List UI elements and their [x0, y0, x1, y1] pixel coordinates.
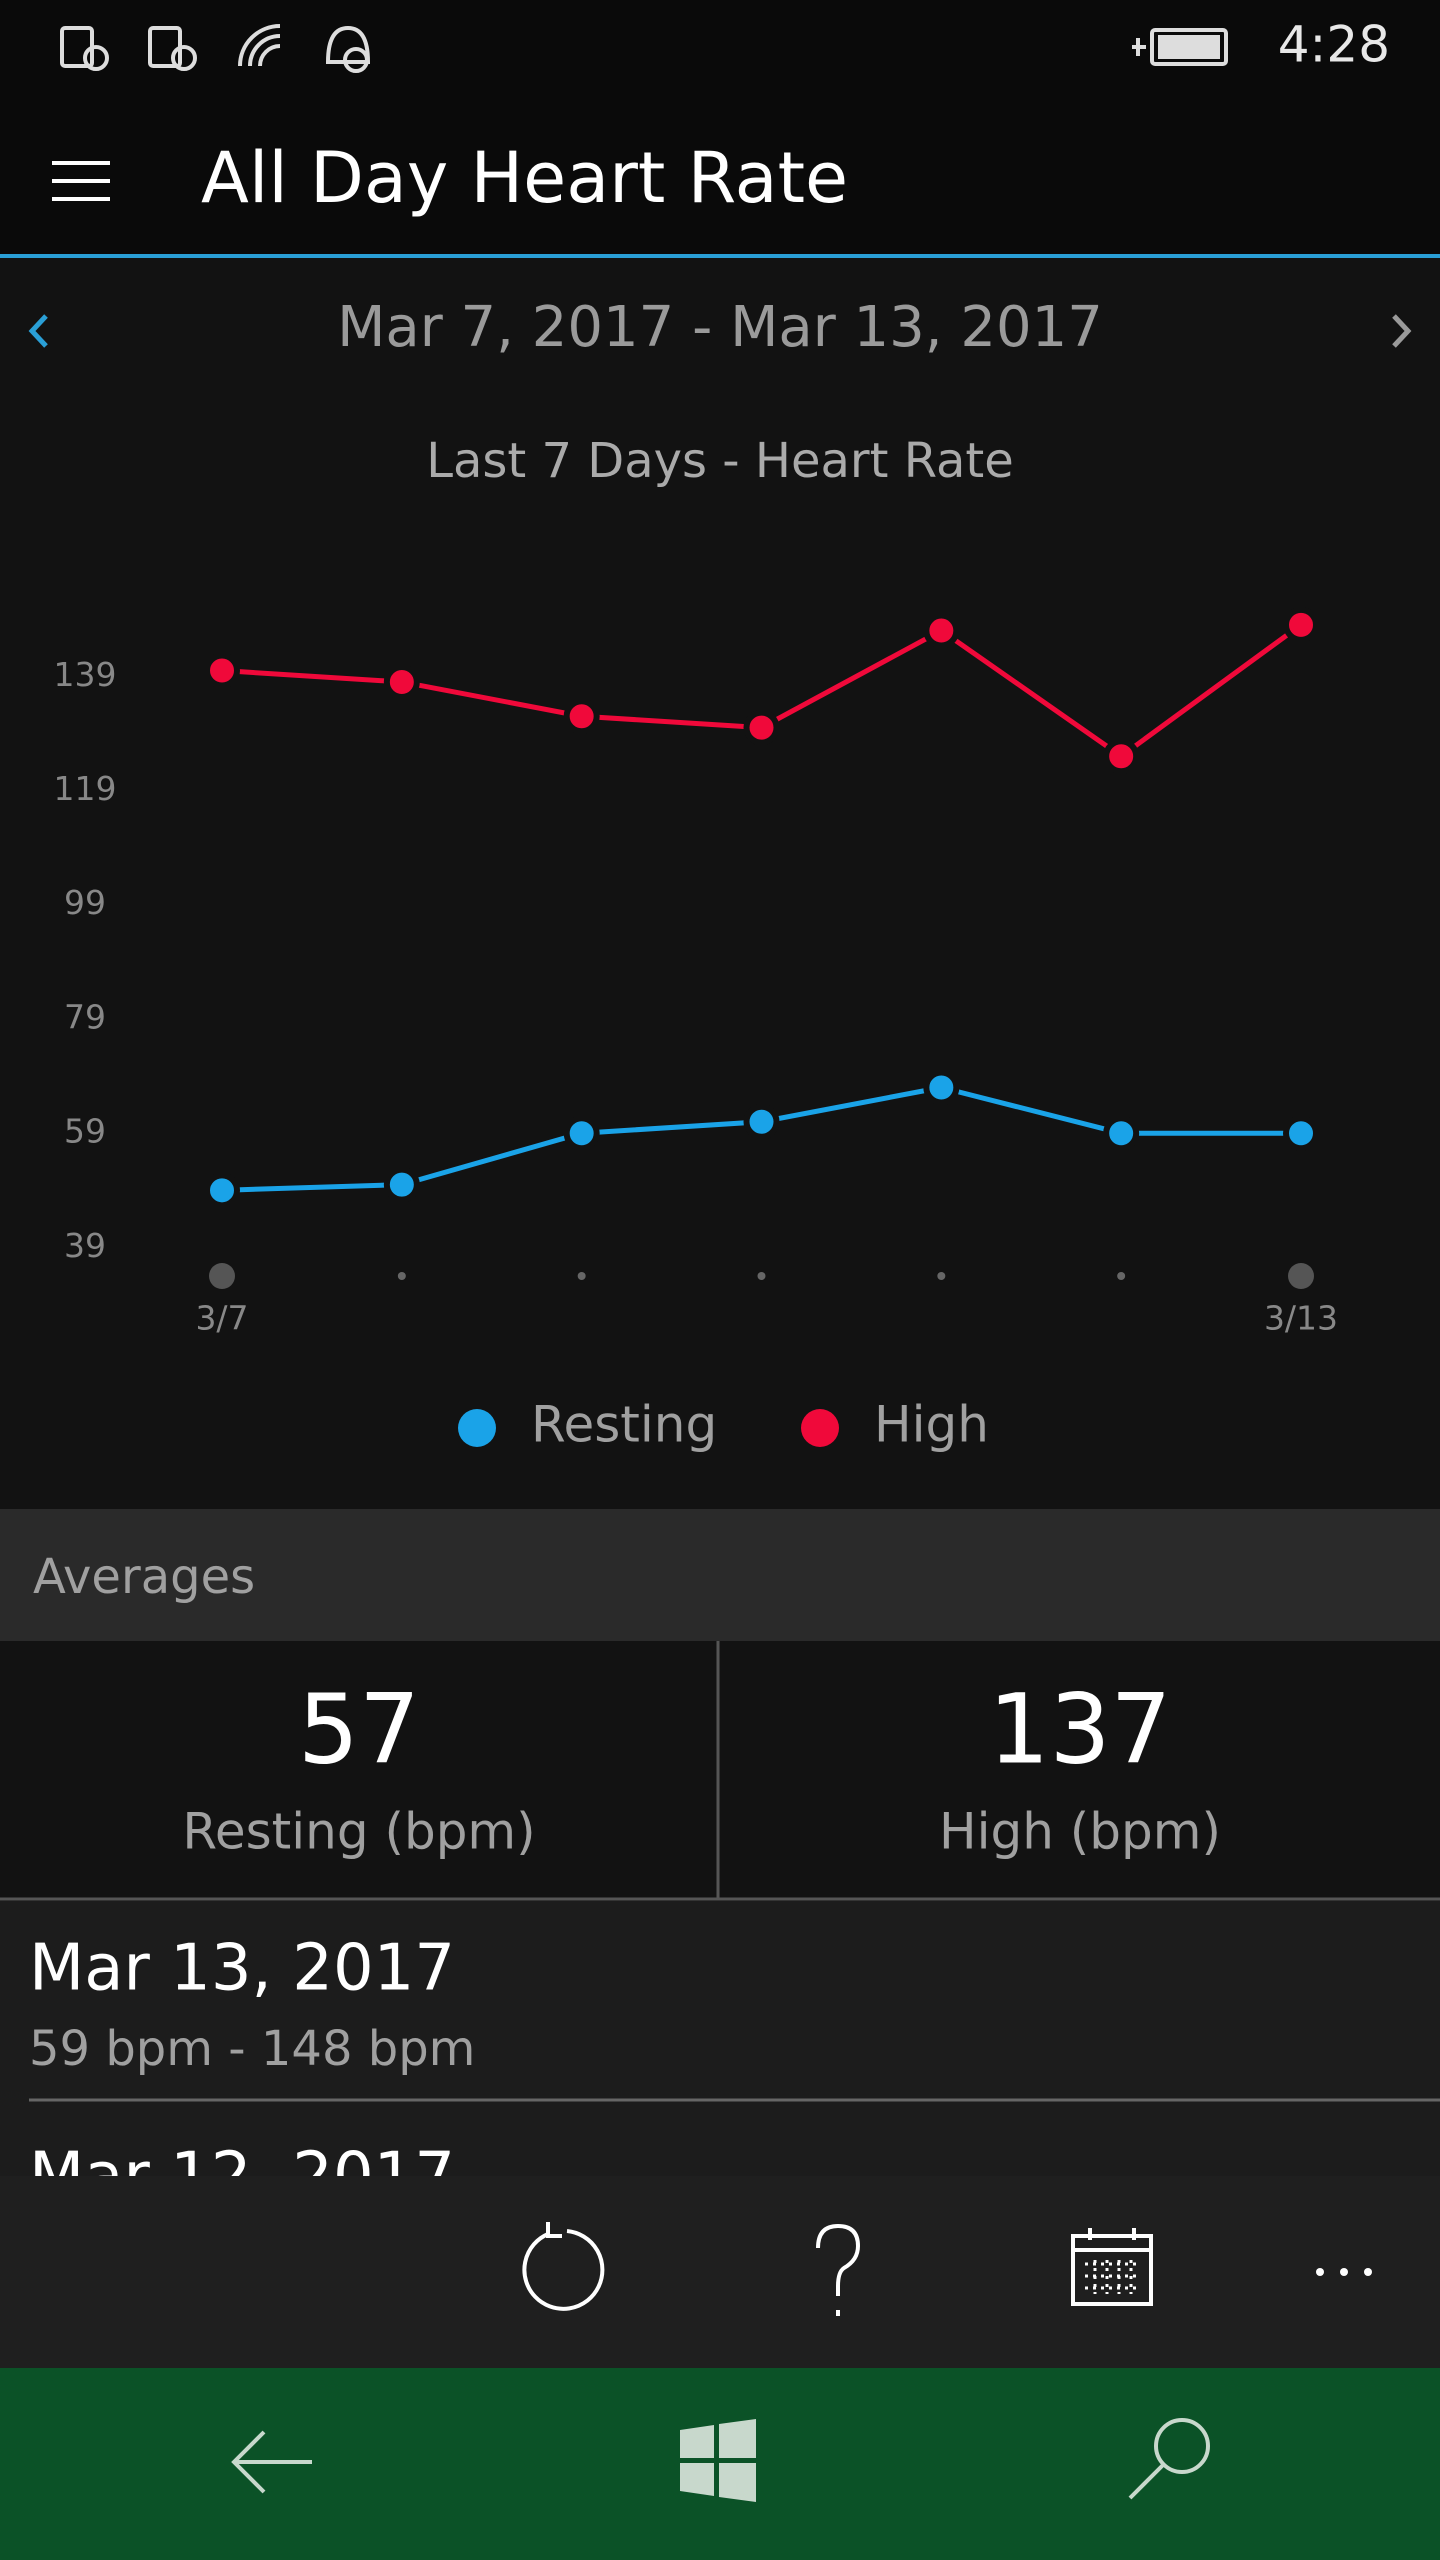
averages-title: Averages [33, 1549, 255, 1605]
chart: 39 59 79 99 119 139 3/7 3/13 Resting High [54, 606, 1338, 1454]
day-date[interactable]: Mar 13, 2017 [29, 1932, 455, 2006]
help-button[interactable] [816, 2223, 861, 2316]
x-tick-dot [1288, 1263, 1314, 1289]
data-point [204, 1172, 240, 1209]
calendar-button[interactable] [1071, 2228, 1153, 2306]
page-title: All Day Heart Rate [201, 137, 848, 219]
averages-panel [0, 1641, 1440, 1899]
y-tick-label: 79 [64, 997, 106, 1036]
data-point [1103, 738, 1140, 775]
y-tick-label: 139 [54, 655, 117, 694]
next-button[interactable] [1392, 314, 1412, 348]
prev-button[interactable] [28, 314, 48, 348]
status-time: 4:28 [1278, 16, 1390, 74]
average-label: Resting (bpm) [182, 1803, 535, 1861]
x-tick-dot [577, 1272, 586, 1280]
x-tick-label: 3/13 [1264, 1299, 1338, 1338]
x-tick-dot [757, 1272, 766, 1280]
more-button[interactable] [1316, 2268, 1372, 2276]
search-button[interactable] [1128, 2418, 1210, 2500]
header-divider [0, 254, 1440, 258]
x-tick-dot [937, 1272, 946, 1280]
data-point [563, 698, 600, 735]
legend-swatch [801, 1409, 839, 1447]
chart-title: Last 7 Days - Heart Rate [426, 433, 1014, 489]
average-value: 57 [298, 1673, 420, 1785]
refresh-button[interactable] [522, 2222, 605, 2311]
data-point [923, 1069, 960, 1106]
data-point [743, 1103, 780, 1140]
x-tick-label: 3/7 [195, 1299, 248, 1338]
x-tick-dot [209, 1263, 235, 1289]
data-point [1103, 1115, 1140, 1152]
x-tick-dot [1117, 1272, 1126, 1280]
average-value: 137 [988, 1673, 1171, 1785]
day-list [0, 1901, 1440, 2201]
app-bar [0, 2176, 1440, 2368]
data-point [1283, 606, 1319, 643]
data-point [383, 1166, 420, 1203]
y-tick-label: 119 [54, 769, 117, 808]
data-point [383, 663, 420, 700]
menu-button[interactable] [52, 161, 110, 201]
back-button[interactable] [231, 2430, 312, 2494]
legend-swatch [458, 1409, 496, 1447]
data-point [1283, 1115, 1319, 1152]
y-tick-label: 99 [64, 883, 106, 922]
status-icons [60, 24, 1228, 73]
y-tick-label: 39 [64, 1226, 106, 1265]
date-range: Mar 7, 2017 - Mar 13, 2017 [337, 295, 1103, 360]
start-button[interactable] [680, 2419, 756, 2502]
x-tick-dot [397, 1272, 406, 1280]
data-point [743, 709, 780, 746]
day-range[interactable]: 59 bpm - 148 bpm [29, 2021, 475, 2077]
y-tick-label: 59 [64, 1112, 106, 1151]
average-label: High (bpm) [939, 1803, 1221, 1861]
averages-header [0, 1509, 1440, 1641]
legend-label: High [874, 1396, 989, 1454]
data-point [923, 612, 960, 649]
data-point [563, 1115, 600, 1152]
legend-label: Resting [531, 1396, 717, 1454]
data-point [204, 652, 240, 689]
